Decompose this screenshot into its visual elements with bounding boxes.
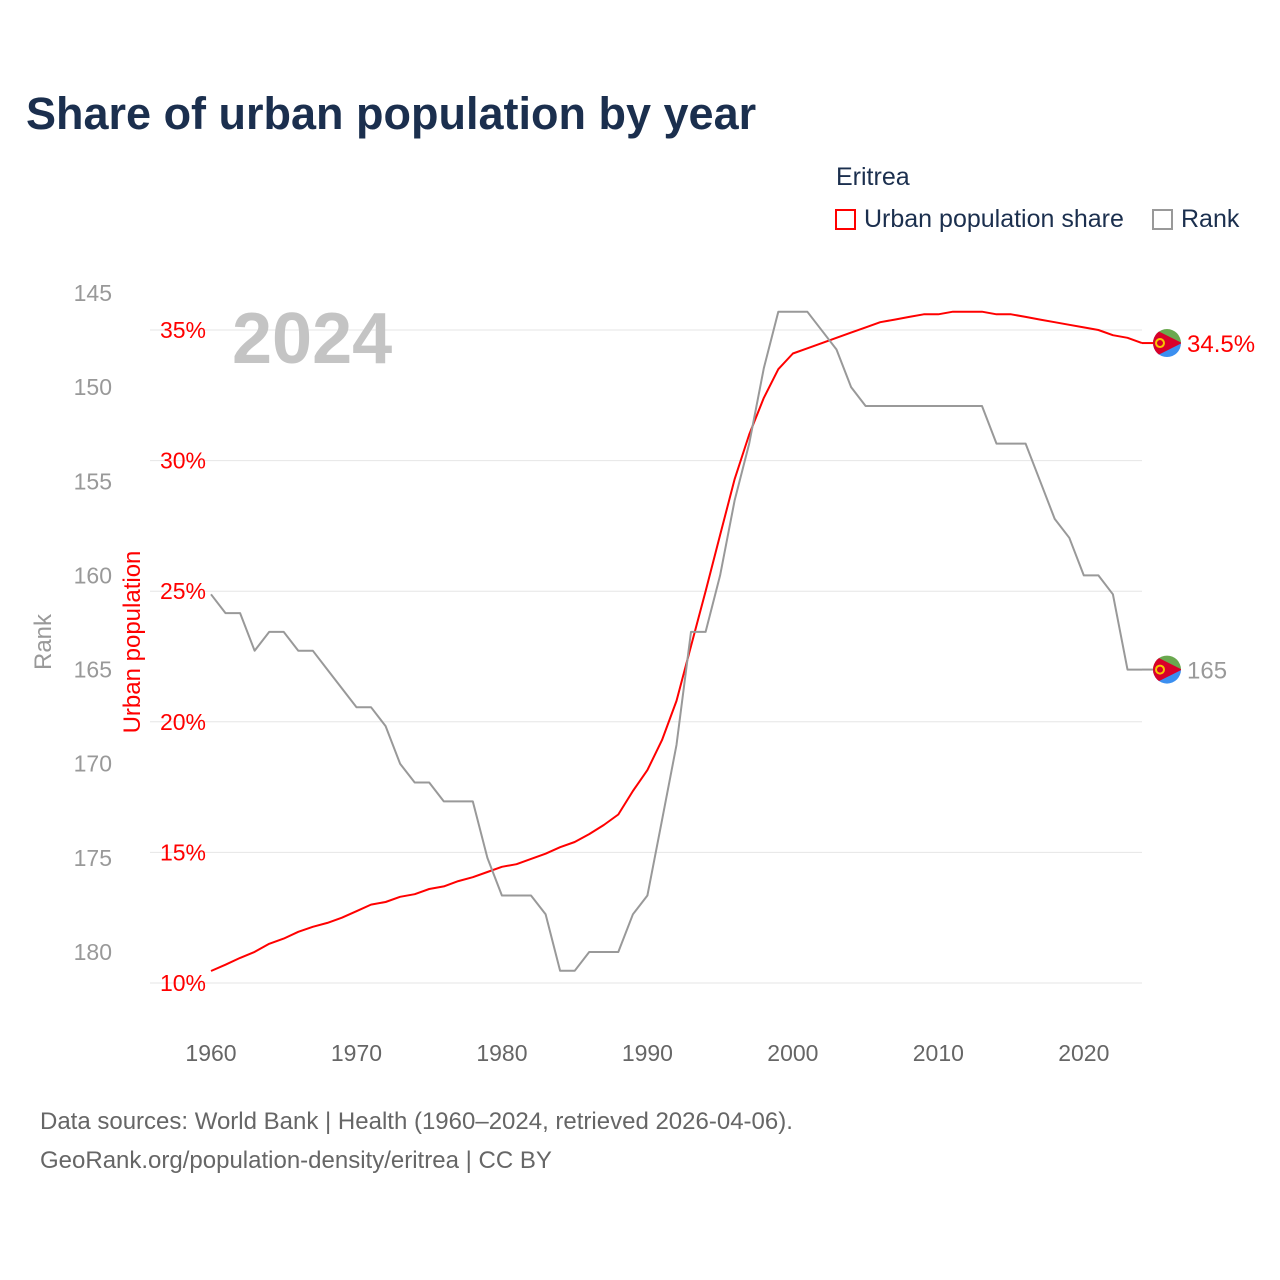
x-tick-label: 1960 xyxy=(185,1040,236,1066)
year-watermark: 2024 xyxy=(232,299,392,379)
legend-item-urban[interactable]: Urban population share xyxy=(835,205,1124,234)
x-tick-label: 1990 xyxy=(622,1040,673,1066)
legend-title: Eritrea xyxy=(836,163,910,191)
rank-end-label: 165 xyxy=(1187,658,1227,685)
urban-share-line[interactable] xyxy=(210,310,1143,972)
x-tick-label: 2020 xyxy=(1058,1040,1109,1066)
x-tick-label: 2010 xyxy=(913,1040,964,1066)
eritrea-flag-icon xyxy=(1153,655,1181,684)
x-tick-label: 2000 xyxy=(767,1040,818,1066)
rank-tick-label: 170 xyxy=(74,751,112,777)
rank-tick-label: 145 xyxy=(74,280,112,306)
rank-tick-label: 165 xyxy=(74,657,112,683)
legend-swatch-rank xyxy=(1152,209,1173,230)
rank-tick-label: 175 xyxy=(74,845,112,871)
urban-end-label: 34.5% xyxy=(1187,331,1255,358)
x-tick-label: 1970 xyxy=(331,1040,382,1066)
urban-tick-label: 15% xyxy=(160,839,206,865)
gridlines xyxy=(150,329,1142,984)
chart-title: Share of urban population by year xyxy=(26,88,757,139)
source-link[interactable]: GeoRank.org/population-density/eritrea |… xyxy=(40,1147,552,1174)
legend-swatch-urban xyxy=(835,209,856,230)
rank-tick-label: 160 xyxy=(74,562,112,588)
source-text: Data sources: World Bank | Health (1960–… xyxy=(40,1108,793,1135)
legend-label-rank: Rank xyxy=(1181,205,1240,233)
rank-tick-label: 155 xyxy=(74,468,112,494)
urban-tick-label: 30% xyxy=(160,448,206,474)
urban-tick-label: 20% xyxy=(160,709,206,735)
urban-tick-label: 10% xyxy=(160,970,206,996)
rank-axis-label: Rank xyxy=(30,613,57,670)
x-tick-label: 1980 xyxy=(476,1040,527,1066)
legend-item-rank[interactable]: Rank xyxy=(1152,205,1239,234)
urban-tick-label: 25% xyxy=(160,578,206,604)
legend-label-urban: Urban population share xyxy=(864,205,1124,233)
eritrea-flag-icon xyxy=(1153,329,1181,358)
urban-tick-label: 35% xyxy=(160,317,206,343)
rank-line[interactable] xyxy=(210,310,1142,972)
rank-tick-label: 180 xyxy=(74,939,112,965)
urban-axis-label: Urban population xyxy=(119,551,146,734)
rank-tick-label: 150 xyxy=(74,374,112,400)
